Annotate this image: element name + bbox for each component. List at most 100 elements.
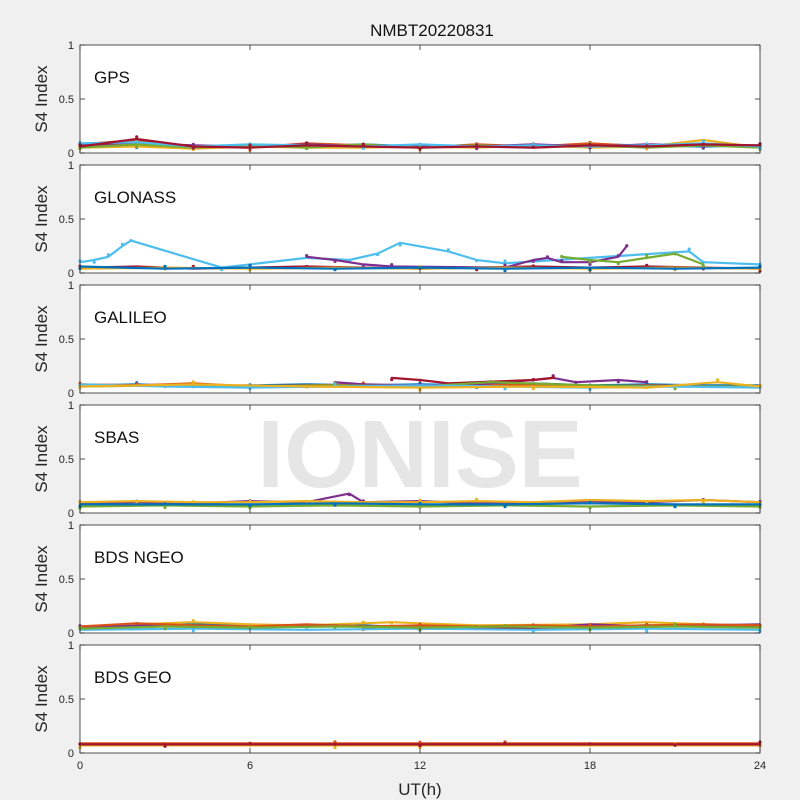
y-tick-label: 0.5 [59,694,74,706]
panel-label: BDS GEO [94,668,171,687]
data-point [475,147,479,151]
data-point [418,740,422,744]
data-point [418,622,422,626]
data-point [545,255,550,259]
figure-title: NMBT20220831 [370,21,494,40]
data-point [715,378,720,382]
data-point [645,144,649,148]
data-point [390,378,394,382]
data-point [475,143,479,147]
panel-label: SBAS [94,428,139,447]
data-point [163,744,167,748]
data-point [248,143,252,147]
data-point [191,619,195,623]
data-point [333,259,337,263]
panel-label: GALILEO [94,308,167,327]
data-point [163,502,167,506]
y-tick-label: 1 [68,160,74,172]
data-point [163,264,167,268]
panel-label: GPS [94,68,130,87]
data-point [418,505,422,509]
y-tick-label: 1 [68,280,74,292]
data-point [489,379,493,383]
data-point [503,741,507,745]
data-point [588,260,592,264]
plot-area [80,645,760,753]
panel-bds-geo: 0 0.5 1 BDS GEO S4 Index 0 6 12 18 24 [32,640,766,772]
series [78,500,762,509]
data-point [588,143,592,147]
data-point [106,253,110,257]
data-point [551,375,555,379]
data-point [120,242,125,246]
data-point [673,622,677,626]
series [78,135,762,150]
data-point [475,497,479,501]
panel-label: GLONASS [94,188,176,207]
data-point [645,253,649,258]
data-point [531,623,535,627]
y-tick-label: 1 [68,640,74,652]
data-point [588,262,592,266]
data-point [645,385,649,390]
y-tick-label: 0 [68,388,74,400]
series-line [78,625,762,630]
data-point [560,254,564,259]
panels: 0 0.5 1 GPS S4 Index 0 0.5 1 GLONASS S4 Index 0 0.5… [32,40,766,772]
y-axis-label: S4 Index [32,545,51,613]
data-point [163,506,167,510]
x-tick-label: 24 [754,760,766,772]
data-point [390,621,394,625]
series-line [560,252,705,266]
data-point [418,744,422,748]
y-tick-label: 1 [68,520,74,532]
panel-galileo: 0 0.5 1 GALILEO S4 Index [32,280,762,400]
data-point [673,267,677,271]
data-point [92,260,96,264]
data-point [531,145,535,149]
data-point [701,500,705,504]
y-tick-label: 0 [68,268,74,280]
data-point [531,377,535,382]
data-point [687,247,691,251]
data-point [701,146,705,150]
watermark-text: IONISE [257,401,582,508]
data-point [347,493,351,497]
data-point [503,269,507,273]
data-point [375,253,380,257]
panel-gps: 0 0.5 1 GPS S4 Index [32,40,762,160]
data-point [616,262,620,266]
data-point [361,142,365,146]
data-point [616,380,620,384]
data-point [588,742,592,746]
data-point [588,623,592,627]
x-tick-label: 12 [414,760,426,772]
data-point [588,500,592,504]
plot-area [80,525,760,633]
data-point [645,629,649,633]
y-axis-label: S4 Index [32,185,51,253]
data-point [191,629,195,633]
data-point [503,624,507,628]
panel-bds-ngeo: 0 0.5 1 BDS NGEO S4 Index [32,520,762,640]
y-tick-label: 1 [68,400,74,412]
data-point [248,625,252,630]
data-point [333,740,337,744]
data-point [390,263,394,267]
y-tick-label: 0 [68,148,74,160]
data-point [560,259,564,263]
data-point [616,254,620,258]
data-point [333,745,337,750]
y-axis-label: S4 Index [32,65,51,133]
data-point [673,743,677,747]
data-point [645,380,649,384]
data-point [135,135,139,139]
x-axis-label: UT(h) [398,780,441,799]
data-point [531,387,535,391]
series-line [78,239,762,269]
y-tick-label: 0.5 [59,94,74,106]
data-point [531,629,535,633]
data-point [333,742,337,747]
y-tick-label: 0.5 [59,334,74,346]
